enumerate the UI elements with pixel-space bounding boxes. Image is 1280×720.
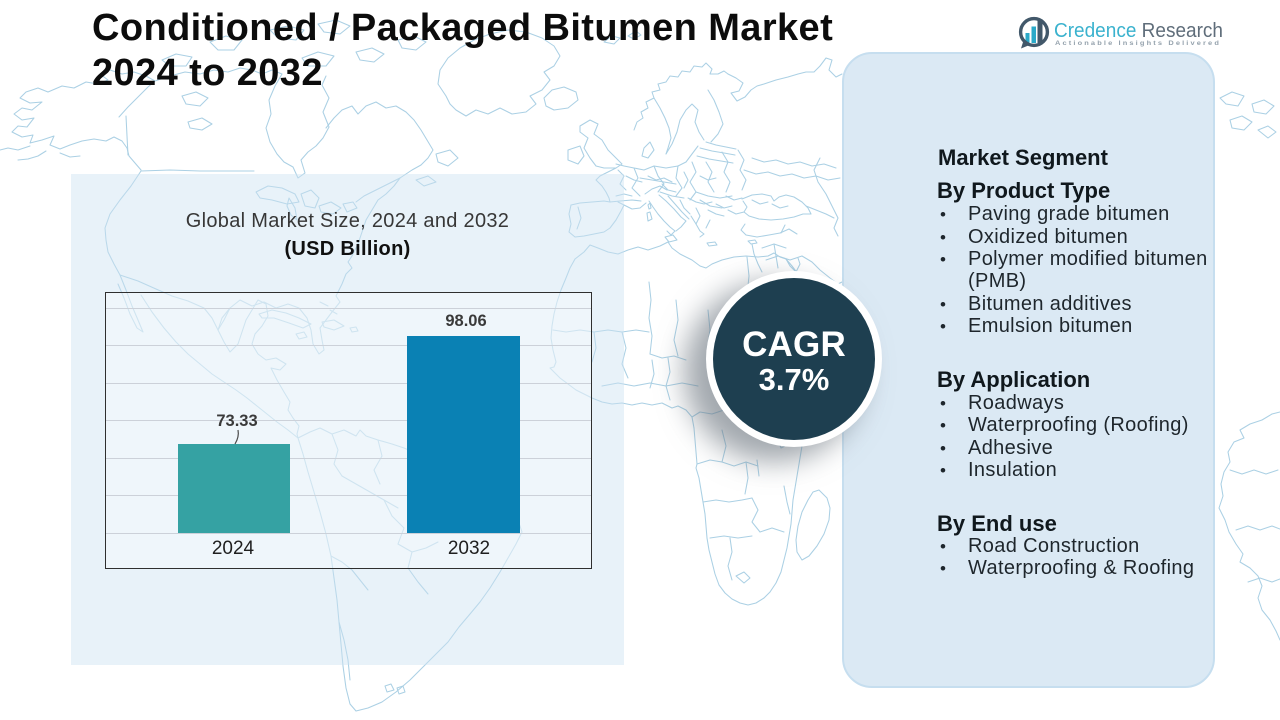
svg-text:Actionable Insights Delivered: Actionable Insights Delivered [1055,40,1221,47]
svg-text:Credence Research: Credence Research [1054,20,1223,42]
